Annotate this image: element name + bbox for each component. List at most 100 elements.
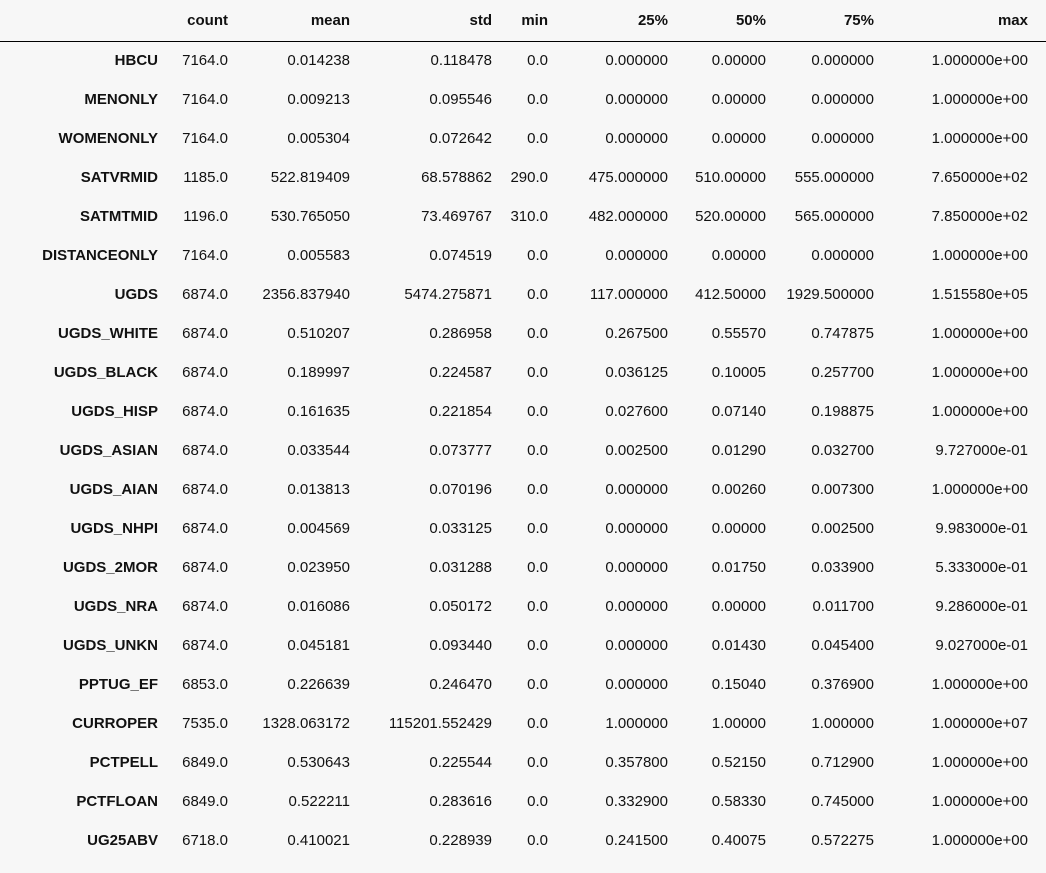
cell: 6874.0: [182, 325, 228, 342]
row-index-label: UGDS_NHPI: [70, 520, 158, 537]
cell: 7164.0: [182, 130, 228, 147]
cell: 0.0: [527, 52, 548, 70]
cell: 7.650000e+02: [931, 169, 1028, 186]
cell: 117.000000: [589, 286, 668, 303]
cell: 6849.0: [182, 754, 228, 771]
cell: 0.032700: [811, 442, 874, 459]
cell: 0.000000: [605, 52, 668, 70]
cell: 0.074519: [429, 247, 492, 264]
cell: 0.40075: [711, 832, 766, 849]
cell: 1.000000e+00: [931, 247, 1028, 264]
cell: 0.376900: [811, 676, 874, 693]
cell: 0.530643: [287, 754, 350, 771]
row-index-label: UGDS_HISP: [71, 403, 158, 420]
cell: 0.033900: [811, 559, 874, 576]
row-index-label: PCTPELL: [89, 754, 158, 771]
table-row: UGDS_ASIAN 6874.0 0.033544 0.073777 0.0 0.002…: [0, 431, 1046, 470]
cell: 1.000000: [605, 715, 668, 732]
cell: 520.00000: [695, 208, 766, 225]
cell: 0.009213: [287, 91, 350, 108]
cell: 0.52150: [711, 754, 766, 771]
cell: 7164.0: [182, 52, 228, 70]
column-header: 50%: [668, 0, 766, 42]
cell: 1.000000e+00: [931, 325, 1028, 342]
cell: 0.072642: [429, 130, 492, 147]
cell: 0.023950: [287, 559, 350, 576]
cell: 0.0: [527, 403, 548, 420]
cell: 0.15040: [711, 676, 766, 693]
cell: 1929.500000: [786, 286, 874, 303]
table-row: SATVRMID 1185.0 522.819409 68.578862 290.0 47…: [0, 158, 1046, 197]
cell: 0.031288: [429, 559, 492, 576]
cell: 0.00000: [711, 130, 766, 147]
cell: 0.0: [527, 598, 548, 615]
table-row: UGDS_AIAN 6874.0 0.013813 0.070196 0.0 0.0000…: [0, 470, 1046, 509]
cell: 0.007300: [811, 481, 874, 498]
cell: 0.005304: [287, 130, 350, 147]
cell: 0.000000: [811, 91, 874, 108]
cell: 0.410021: [287, 832, 350, 849]
cell: 1.000000e+00: [931, 832, 1028, 849]
cell: 0.01430: [711, 637, 766, 654]
cell: 555.000000: [794, 169, 874, 186]
cell: 0.0: [527, 637, 548, 654]
row-index-label: HBCU: [114, 52, 158, 70]
cell: 1.000000e+00: [931, 754, 1028, 771]
table-row: PPTUG_EF 6853.0 0.226639 0.246470 0.0 0.00000…: [0, 665, 1046, 704]
cell: 1.000000e+00: [931, 676, 1028, 693]
row-index-label: PCTFLOAN: [76, 793, 158, 810]
cell: 0.10005: [711, 364, 766, 381]
cell: 73.469767: [421, 208, 492, 225]
cell: 0.0: [527, 325, 548, 342]
cell: 522.819409: [270, 169, 350, 186]
cell: 0.002500: [811, 520, 874, 537]
row-index-label: UGDS_UNKN: [62, 637, 158, 654]
cell: 0.286958: [429, 325, 492, 342]
table-row: WOMENONLY 7164.0 0.005304 0.072642 0.0 0.0000…: [0, 119, 1046, 158]
cell: 0.0: [527, 715, 548, 732]
column-header: min: [492, 0, 548, 42]
table-body: HBCU 7164.0 0.014238 0.118478 0.0 0.000000 0.0…: [0, 41, 1046, 860]
column-header: 25%: [548, 0, 668, 42]
table-row: UGDS_NRA 6874.0 0.016086 0.050172 0.0 0.00000…: [0, 587, 1046, 626]
cell: 0.045181: [287, 637, 350, 654]
table-row: HBCU 7164.0 0.014238 0.118478 0.0 0.000000 0.0…: [0, 41, 1046, 80]
cell: 6849.0: [182, 793, 228, 810]
cell: 0.07140: [711, 403, 766, 420]
table-row: DISTANCEONLY 7164.0 0.005583 0.074519 0.0 0.0…: [0, 236, 1046, 275]
cell: 0.0: [527, 130, 548, 147]
cell: 0.55570: [711, 325, 766, 342]
cell: 0.00000: [711, 91, 766, 108]
row-index-label: UGDS_BLACK: [53, 364, 158, 381]
cell: 0.0: [527, 481, 548, 498]
cell: 0.712900: [811, 754, 874, 771]
cell: 6874.0: [182, 559, 228, 576]
cell: 0.01750: [711, 559, 766, 576]
cell: 0.118478: [430, 52, 492, 70]
cell: 0.0: [527, 793, 548, 810]
cell: 0.000000: [811, 52, 874, 70]
cell: 0.00000: [711, 247, 766, 264]
row-index-label: UGDS: [114, 286, 158, 303]
column-header: max: [874, 0, 1046, 42]
cell: 7535.0: [182, 715, 228, 732]
cell: 1.000000e+00: [931, 481, 1028, 498]
cell: 0.522211: [288, 793, 350, 810]
cell: 310.0: [510, 208, 548, 225]
cell: 68.578862: [421, 169, 492, 186]
table-row: MENONLY 7164.0 0.009213 0.095546 0.0 0.000000…: [0, 80, 1046, 119]
cell: 0.00000: [711, 520, 766, 537]
cell: 0.0: [527, 559, 548, 576]
cell: 115201.552429: [388, 715, 492, 732]
cell: 6718.0: [182, 832, 228, 849]
cell: 0.016086: [287, 598, 350, 615]
table-row: PCTFLOAN 6849.0 0.522211 0.283616 0.0 0.33290…: [0, 782, 1046, 821]
table-row: UGDS_NHPI 6874.0 0.004569 0.033125 0.0 0.0000…: [0, 509, 1046, 548]
cell: 0.00260: [711, 481, 766, 498]
cell: 1196.0: [183, 208, 228, 225]
cell: 6874.0: [182, 364, 228, 381]
cell: 6874.0: [182, 403, 228, 420]
index-column-header: [0, 0, 158, 42]
row-index-label: SATMTMID: [79, 208, 158, 225]
table-row: UGDS_BLACK 6874.0 0.189997 0.224587 0.0 0.036…: [0, 353, 1046, 392]
